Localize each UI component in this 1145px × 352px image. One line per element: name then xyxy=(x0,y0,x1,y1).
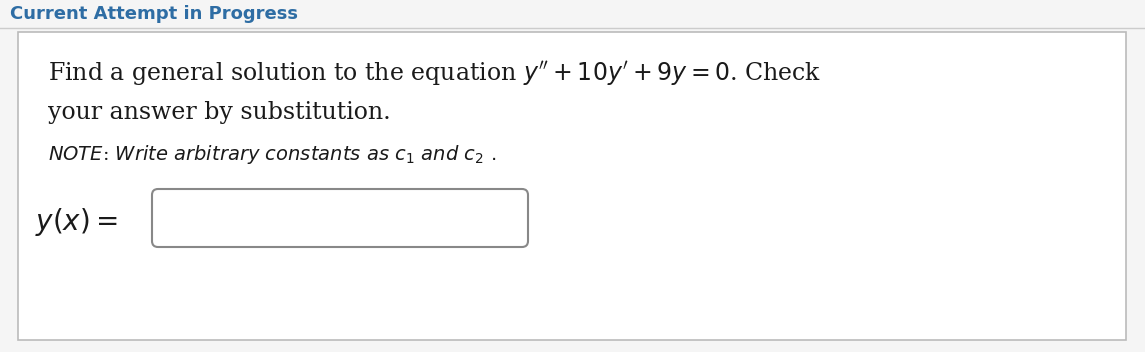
Text: your answer by substitution.: your answer by substitution. xyxy=(48,101,390,124)
Text: $y(x) = $: $y(x) = $ xyxy=(35,206,118,238)
FancyBboxPatch shape xyxy=(18,32,1126,340)
FancyBboxPatch shape xyxy=(0,0,1145,27)
FancyBboxPatch shape xyxy=(152,189,528,247)
Text: $\mathit{NOTE}$: $\mathit{Write\ arbitrary\ constants\ as\ c_1\ and\ c_2\ .}$: $\mathit{NOTE}$: $\mathit{Write\ arbitra… xyxy=(48,143,496,165)
Text: Find a general solution to the equation $y'' + 10y' + 9y = 0$. Check: Find a general solution to the equation … xyxy=(48,59,821,88)
Text: Current Attempt in Progress: Current Attempt in Progress xyxy=(10,5,298,23)
